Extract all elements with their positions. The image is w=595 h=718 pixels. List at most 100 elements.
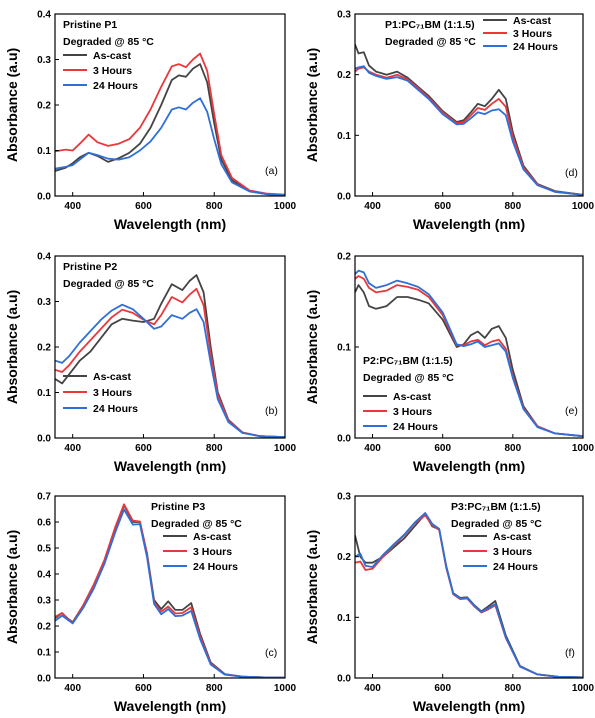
y-axis-title: Absorbance (a.u) [4,48,20,162]
x-tick-label: 600 [135,683,152,694]
legend-label: 24 Hours [93,403,138,415]
annotation-text: Degraded @ 85 °C [151,518,242,530]
legend-label: 24 Hours [93,80,138,92]
y-tick-label: 0.6 [37,518,51,529]
legend-label: 24 Hours [193,561,238,573]
x-axis-title: Wavelength (nm) [114,216,226,232]
series-line [355,43,583,196]
series-line [55,52,285,196]
y-tick-label: 0.2 [337,252,351,263]
x-tick-label: 1000 [572,443,595,454]
legend-label: 24 Hours [393,421,438,433]
y-tick-label: 0.2 [337,70,351,81]
y-tick-label: 0.4 [37,10,51,21]
annotation-text: P1:PC₇₁BM (1:1.5) [385,19,475,31]
annotation-text: Degraded @ 85 °C [63,278,154,290]
y-tick-label: 0.4 [37,570,51,581]
y-tick-label: 0.1 [337,131,351,142]
chart-panel: 400 600 800 1000 0.0 0.1 0.2 Wavelength (nm) Abs… [304,252,595,475]
x-tick-label: 800 [505,683,522,694]
x-tick-label: 600 [135,201,152,212]
legend-label: As-cast [393,391,431,403]
annotation-text: Degraded @ 85 °C [363,372,454,384]
y-tick-label: 0.3 [337,492,351,503]
chart-panel: 400 600 800 1000 0.0 0.1 0.2 0.3 0.4 Wavelength (… [4,252,297,475]
x-axis-title: Wavelength (nm) [413,458,525,474]
annotation-text: Degraded @ 85 °C [385,36,476,48]
y-tick-label: 0.3 [337,10,351,21]
x-axis-title: Wavelength (nm) [114,458,226,474]
x-tick-label: 600 [434,443,451,454]
legend-label: As-cast [193,531,231,543]
series-line [355,269,583,438]
y-tick-label: 0.5 [37,544,51,555]
x-tick-label: 400 [364,683,381,694]
y-tick-label: 0.2 [337,552,351,563]
y-tick-label: 0.0 [337,674,351,685]
y-tick-label: 0.7 [37,492,51,503]
plot-frame [354,495,584,679]
x-tick-label: 400 [64,683,81,694]
x-tick-label: 1000 [274,201,297,212]
legend-label: As-cast [493,531,531,543]
legend-label: As-cast [93,50,131,62]
panel-tag: (a) [265,165,278,177]
plot-frame [354,13,584,197]
x-tick-label: 600 [135,443,152,454]
x-tick-label: 800 [206,201,223,212]
y-tick-label: 0.2 [37,343,51,354]
series-line [55,287,285,438]
panel-tag: (f) [565,647,575,659]
x-tick-label: 400 [64,201,81,212]
y-tick-label: 0.0 [37,434,51,445]
series-line [55,508,285,678]
x-tick-label: 800 [505,201,522,212]
x-tick-label: 800 [505,443,522,454]
x-tick-label: 1000 [274,443,297,454]
chart-panel: 400 600 800 1000 0.0 0.1 0.2 0.3 Wavelength (nm)… [304,10,595,233]
x-tick-label: 800 [206,443,223,454]
panel-tag: (b) [265,405,278,417]
series-line [355,514,583,678]
y-axis-title: Absorbance (a.u) [304,530,320,644]
y-axis-title: Absorbance (a.u) [304,48,320,162]
panel-tag: (e) [565,405,578,417]
y-tick-label: 0.1 [37,146,51,157]
y-tick-label: 0.3 [37,297,51,308]
y-axis-title: Absorbance (a.u) [4,290,20,404]
y-tick-label: 0.0 [37,674,51,685]
annotation-text: Pristine P1 [63,19,117,31]
y-tick-label: 0.3 [37,596,51,607]
x-axis-title: Wavelength (nm) [114,698,226,714]
x-tick-label: 1000 [274,683,297,694]
y-axis-title: Absorbance (a.u) [4,530,20,644]
y-tick-label: 0.2 [37,622,51,633]
y-axis-title: Absorbance (a.u) [304,290,320,404]
panel-tag: (d) [565,167,578,179]
y-tick-label: 0.1 [337,613,351,624]
y-tick-label: 0.1 [337,343,351,354]
series-line [55,303,285,438]
legend-label: 3 Hours [93,65,132,77]
legend-label: 3 Hours [393,406,432,418]
y-tick-label: 0.0 [337,192,351,203]
y-tick-label: 0.2 [37,101,51,112]
series-line [355,512,583,678]
x-tick-label: 400 [364,443,381,454]
annotation-text: P3:PC₇₁BM (1:1.5) [451,501,541,513]
x-tick-label: 400 [64,443,81,454]
legend-label: As-cast [93,371,131,383]
legend-label: 3 Hours [193,546,232,558]
annotation-text: Degraded @ 85 °C [63,36,154,48]
x-tick-label: 600 [434,683,451,694]
x-tick-label: 400 [364,201,381,212]
series-line [55,97,285,196]
legend-label: As-cast [513,15,551,27]
chart-panel: 400 600 800 1000 0.0 0.1 0.2 0.3 0.4 Wavelength (… [4,10,297,233]
x-tick-label: 800 [206,683,223,694]
x-axis-title: Wavelength (nm) [413,216,525,232]
annotation-text: Pristine P3 [151,501,205,513]
x-tick-label: 1000 [572,683,595,694]
panel-tag: (c) [265,647,277,659]
series-line [55,503,285,678]
